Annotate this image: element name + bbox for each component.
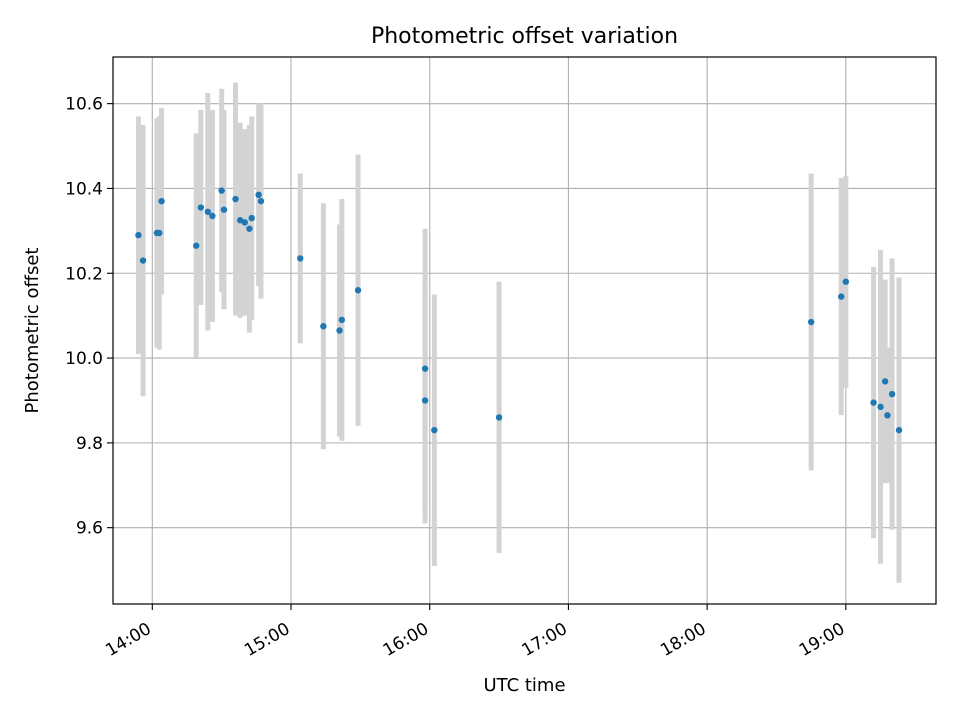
data-point [232, 195, 239, 203]
grid [113, 57, 936, 604]
y-tick-label: 10.2 [65, 264, 103, 284]
data-point [495, 414, 503, 421]
data-point [246, 225, 253, 232]
x-tick-label: 17:00 [518, 619, 570, 661]
data-point [431, 426, 438, 434]
data-point [842, 278, 850, 285]
data-point [204, 208, 211, 215]
data-point [421, 365, 429, 372]
plot-frame [112, 56, 937, 605]
data-point [336, 327, 343, 334]
data-point [156, 229, 163, 237]
data-point [877, 403, 884, 411]
data-point [320, 323, 327, 330]
x-tick-label: 18:00 [657, 619, 709, 661]
data-point [220, 206, 228, 213]
y-tick-label: 9.8 [76, 434, 103, 454]
data-point [870, 399, 877, 406]
data-point [354, 287, 362, 294]
data-point [895, 426, 903, 434]
x-tick-label: 16:00 [380, 619, 432, 661]
data-point [139, 257, 147, 264]
data-point [257, 197, 265, 205]
data-point [888, 390, 896, 398]
data-point [209, 212, 216, 220]
x-axis-label: UTC time [483, 675, 565, 696]
x-tick-label: 19:00 [796, 619, 848, 661]
data-point [241, 219, 248, 226]
data-point [881, 378, 889, 385]
data-points [135, 187, 903, 434]
x-tick-label: 14:00 [102, 619, 154, 661]
chart-title: Photometric offset variation [371, 24, 678, 49]
data-point [193, 242, 200, 249]
y-tick-label: 9.6 [76, 519, 103, 539]
data-point [297, 255, 304, 262]
y-tick-label: 10.4 [65, 179, 103, 199]
data-point [421, 397, 429, 404]
x-axis: 14:00 15:00 16:00 17:00 18:00 19:00 [102, 604, 848, 661]
data-point [807, 318, 815, 326]
y-tick-label: 10.6 [65, 95, 103, 115]
data-point [158, 197, 165, 205]
data-point [884, 412, 891, 419]
x-tick-label: 15:00 [241, 619, 293, 661]
data-point [248, 214, 255, 222]
y-tick-label: 10.0 [65, 349, 103, 369]
data-point [135, 231, 142, 239]
data-point [838, 293, 845, 300]
y-axis: 9.6 9.8 10.0 10.2 10.4 10.6 [65, 95, 113, 539]
y-axis-label: Photometric offset [22, 248, 43, 414]
data-point [255, 191, 262, 199]
data-point [218, 187, 225, 194]
data-point [338, 316, 346, 324]
data-point [197, 204, 205, 211]
